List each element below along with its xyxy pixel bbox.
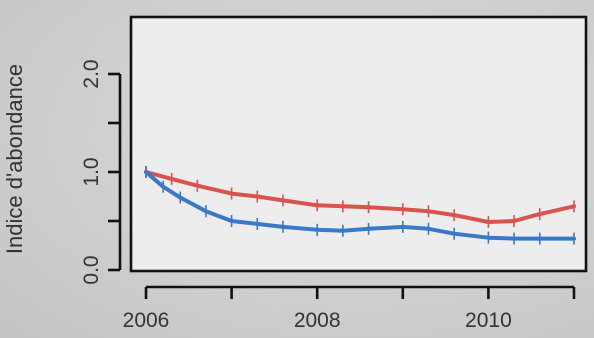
x-tick-label: 2008 [294,309,341,332]
y-tick-label: 0.0 [80,255,103,284]
y-axis: 0.0 1.0 2.0 [80,59,122,285]
y-axis-label: Indice d'abondance [2,64,27,254]
series-layer [144,166,576,245]
x-tick-label: 2006 [123,309,170,332]
y-tick-label: 2.0 [80,59,103,88]
x-axis: 2006 2008 2010 [123,285,576,332]
x-tick-label: 2010 [465,309,512,332]
plot-area [129,15,588,273]
series-line-1 [144,170,576,224]
y-tick-label: 1.0 [80,157,103,186]
